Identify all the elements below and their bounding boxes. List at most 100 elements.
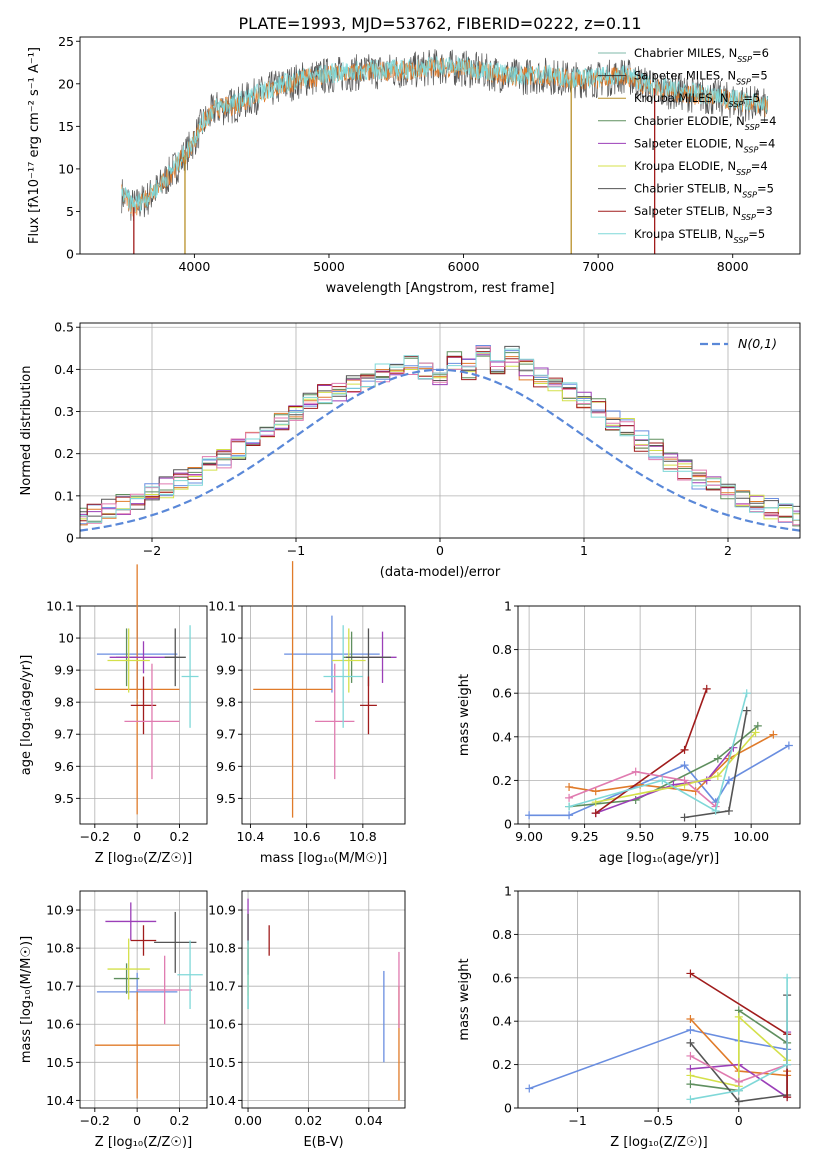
y-tick-label: 10.9: [208, 903, 236, 918]
weight-marker: [713, 754, 722, 763]
axes-frame: [517, 605, 801, 825]
normal-distribution-curve: [79, 368, 801, 532]
x-axis-label: wavelength [Angstrom, rest frame]: [326, 281, 555, 296]
weight-marker: [742, 689, 751, 698]
histogram-series: [80, 352, 800, 524]
y-tick-label: 10.8: [46, 941, 74, 956]
weight-marker: [686, 1080, 695, 1089]
y-tick-label: 0: [504, 1101, 512, 1116]
histogram-series: [80, 351, 800, 527]
weight-vs-z-chart: −1 −0.5 0 0 0.2 0.4 0.6 0.8 1 Z [log₁₀(Z/Z☉)] mass…: [457, 884, 801, 1150]
y-tick-label: 5: [66, 204, 74, 219]
x-tick-label: 0.00: [234, 1113, 262, 1128]
y-tick-label: 10.1: [208, 599, 236, 614]
weight-marker: [734, 1097, 743, 1106]
weight-marker: [783, 1060, 792, 1069]
x-tick-label: 1: [580, 543, 588, 558]
weight-marker: [680, 813, 689, 822]
x-tick-label: −0.2: [80, 1113, 110, 1128]
x-tick-label: −1: [568, 1113, 586, 1128]
y-axis-label: Flux [fλ10⁻¹⁷ erg cm⁻² s⁻¹ A⁻¹]: [27, 47, 42, 244]
y-axis-label: Normed distribution: [19, 366, 34, 496]
x-tick-label: 0.04: [355, 1113, 383, 1128]
weight-marker: [713, 772, 722, 781]
weight-vs-age-chart: 9.00 9.25 9.50 9.75 10.00 0 0.2 0.4 0.6 0.8 1 age […: [457, 599, 801, 866]
x-tick-label: 0: [735, 1113, 743, 1128]
weight-series-line: [690, 977, 788, 1101]
weight-marker: [680, 776, 689, 785]
y-tick-label: 10: [58, 161, 74, 176]
y-axis-label: mass weight: [457, 674, 472, 756]
weight-series-line: [568, 692, 748, 813]
weight-marker: [753, 721, 762, 730]
x-axis-label: Z [log₁₀(Z/Z☉)]: [95, 1135, 192, 1150]
weight-marker: [702, 684, 711, 693]
y-tick-label: 0: [66, 531, 74, 546]
y-tick-label: 1: [504, 599, 512, 614]
weight-marker: [680, 761, 689, 770]
spectrum-series-line: [121, 55, 769, 213]
y-tick-label: 9.5: [216, 791, 236, 806]
y-tick-label: 9.9: [54, 663, 74, 678]
y-tick-label: 9.8: [54, 695, 74, 710]
weight-marker: [711, 806, 720, 815]
figure-title: PLATE=1993, MJD=53762, FIBERID=0222, z=0…: [238, 14, 641, 33]
weight-marker: [686, 1038, 695, 1047]
x-tick-label: 8000: [717, 259, 749, 274]
weight-marker: [680, 745, 689, 754]
spectrum-legend: Chabrier MILES, NSSP=6 Salpeter MILES, NS…: [598, 46, 776, 244]
weight-marker: [734, 1077, 743, 1086]
weight-marker: [565, 793, 574, 802]
weight-marker: [783, 973, 792, 982]
weight-marker: [742, 706, 751, 715]
weight-marker: [591, 809, 600, 818]
weight-marker: [751, 728, 760, 737]
x-tick-label: −1: [287, 543, 305, 558]
x-tick-label: 10.8: [349, 829, 377, 844]
y-tick-label: 10: [58, 631, 74, 646]
y-axis-label: mass [log₁₀(M/M☉)]: [19, 936, 34, 1063]
histogram-series: [80, 348, 800, 523]
x-tick-label: 9.75: [682, 829, 710, 844]
x-tick-label: 9.25: [571, 829, 599, 844]
legend-entry: N(0,1): [738, 336, 777, 351]
y-axis-label: age [log₁₀(age/yr)]: [19, 655, 34, 776]
weight-marker: [525, 811, 534, 820]
weight-marker: [686, 969, 695, 978]
y-tick-label: 0.4: [54, 362, 74, 377]
chart-panels: 4000 5000 6000 7000 80000510152025wavelength…: [19, 34, 801, 1150]
x-tick-label: 10.00: [733, 829, 769, 844]
axes-frame: [79, 605, 208, 825]
weight-marker: [686, 1051, 695, 1060]
x-tick-label: 0.2: [170, 829, 190, 844]
axes-frame: [517, 890, 801, 1109]
histogram-series: [80, 346, 800, 526]
weight-series-line: [569, 725, 759, 808]
residual-histogram-chart: N(0,1): [79, 323, 801, 539]
y-tick-label: 15: [58, 119, 74, 134]
y-tick-label: 9.8: [216, 695, 236, 710]
y-tick-label: 9.7: [54, 727, 74, 742]
axes-frame: [79, 890, 208, 1109]
legend-entry: Salpeter ELODIE, NSSP=4: [634, 136, 775, 154]
mass-vs-age-chart: 10.4 10.6 10.8 9.5 9.6 9.7 9.8 9.9 10 10.1 mass [l…: [208, 561, 406, 866]
y-tick-label: 10.7: [208, 979, 236, 994]
x-tick-label: 10.4: [237, 829, 265, 844]
x-tick-label: 6000: [448, 259, 480, 274]
y-tick-label: 10.4: [46, 1093, 74, 1108]
weight-marker: [591, 787, 600, 796]
legend-entry: Salpeter STELIB, NSSP=3: [634, 204, 773, 222]
legend-entry: Kroupa STELIB, NSSP=5: [634, 227, 765, 245]
weight-series-line: [529, 1029, 788, 1090]
y-tick-label: 9.9: [216, 663, 236, 678]
x-tick-label: 10.6: [293, 829, 321, 844]
x-axis-label: age [log₁₀(age/yr)]: [599, 851, 720, 866]
weight-marker: [525, 1084, 534, 1093]
y-tick-label: 0.5: [54, 320, 74, 335]
legend-entry: Salpeter MILES, NSSP=5: [634, 69, 768, 87]
z-vs-mass-chart: −0.2 0 0.2 10.4 10.5 10.6 10.7 10.8 10.9 Z [log₁₀…: [19, 890, 208, 1150]
weight-series-line: [568, 770, 717, 808]
x-tick-label: 0.02: [294, 1113, 322, 1128]
weight-marker: [658, 776, 667, 785]
x-tick-label: 0: [133, 1113, 141, 1128]
